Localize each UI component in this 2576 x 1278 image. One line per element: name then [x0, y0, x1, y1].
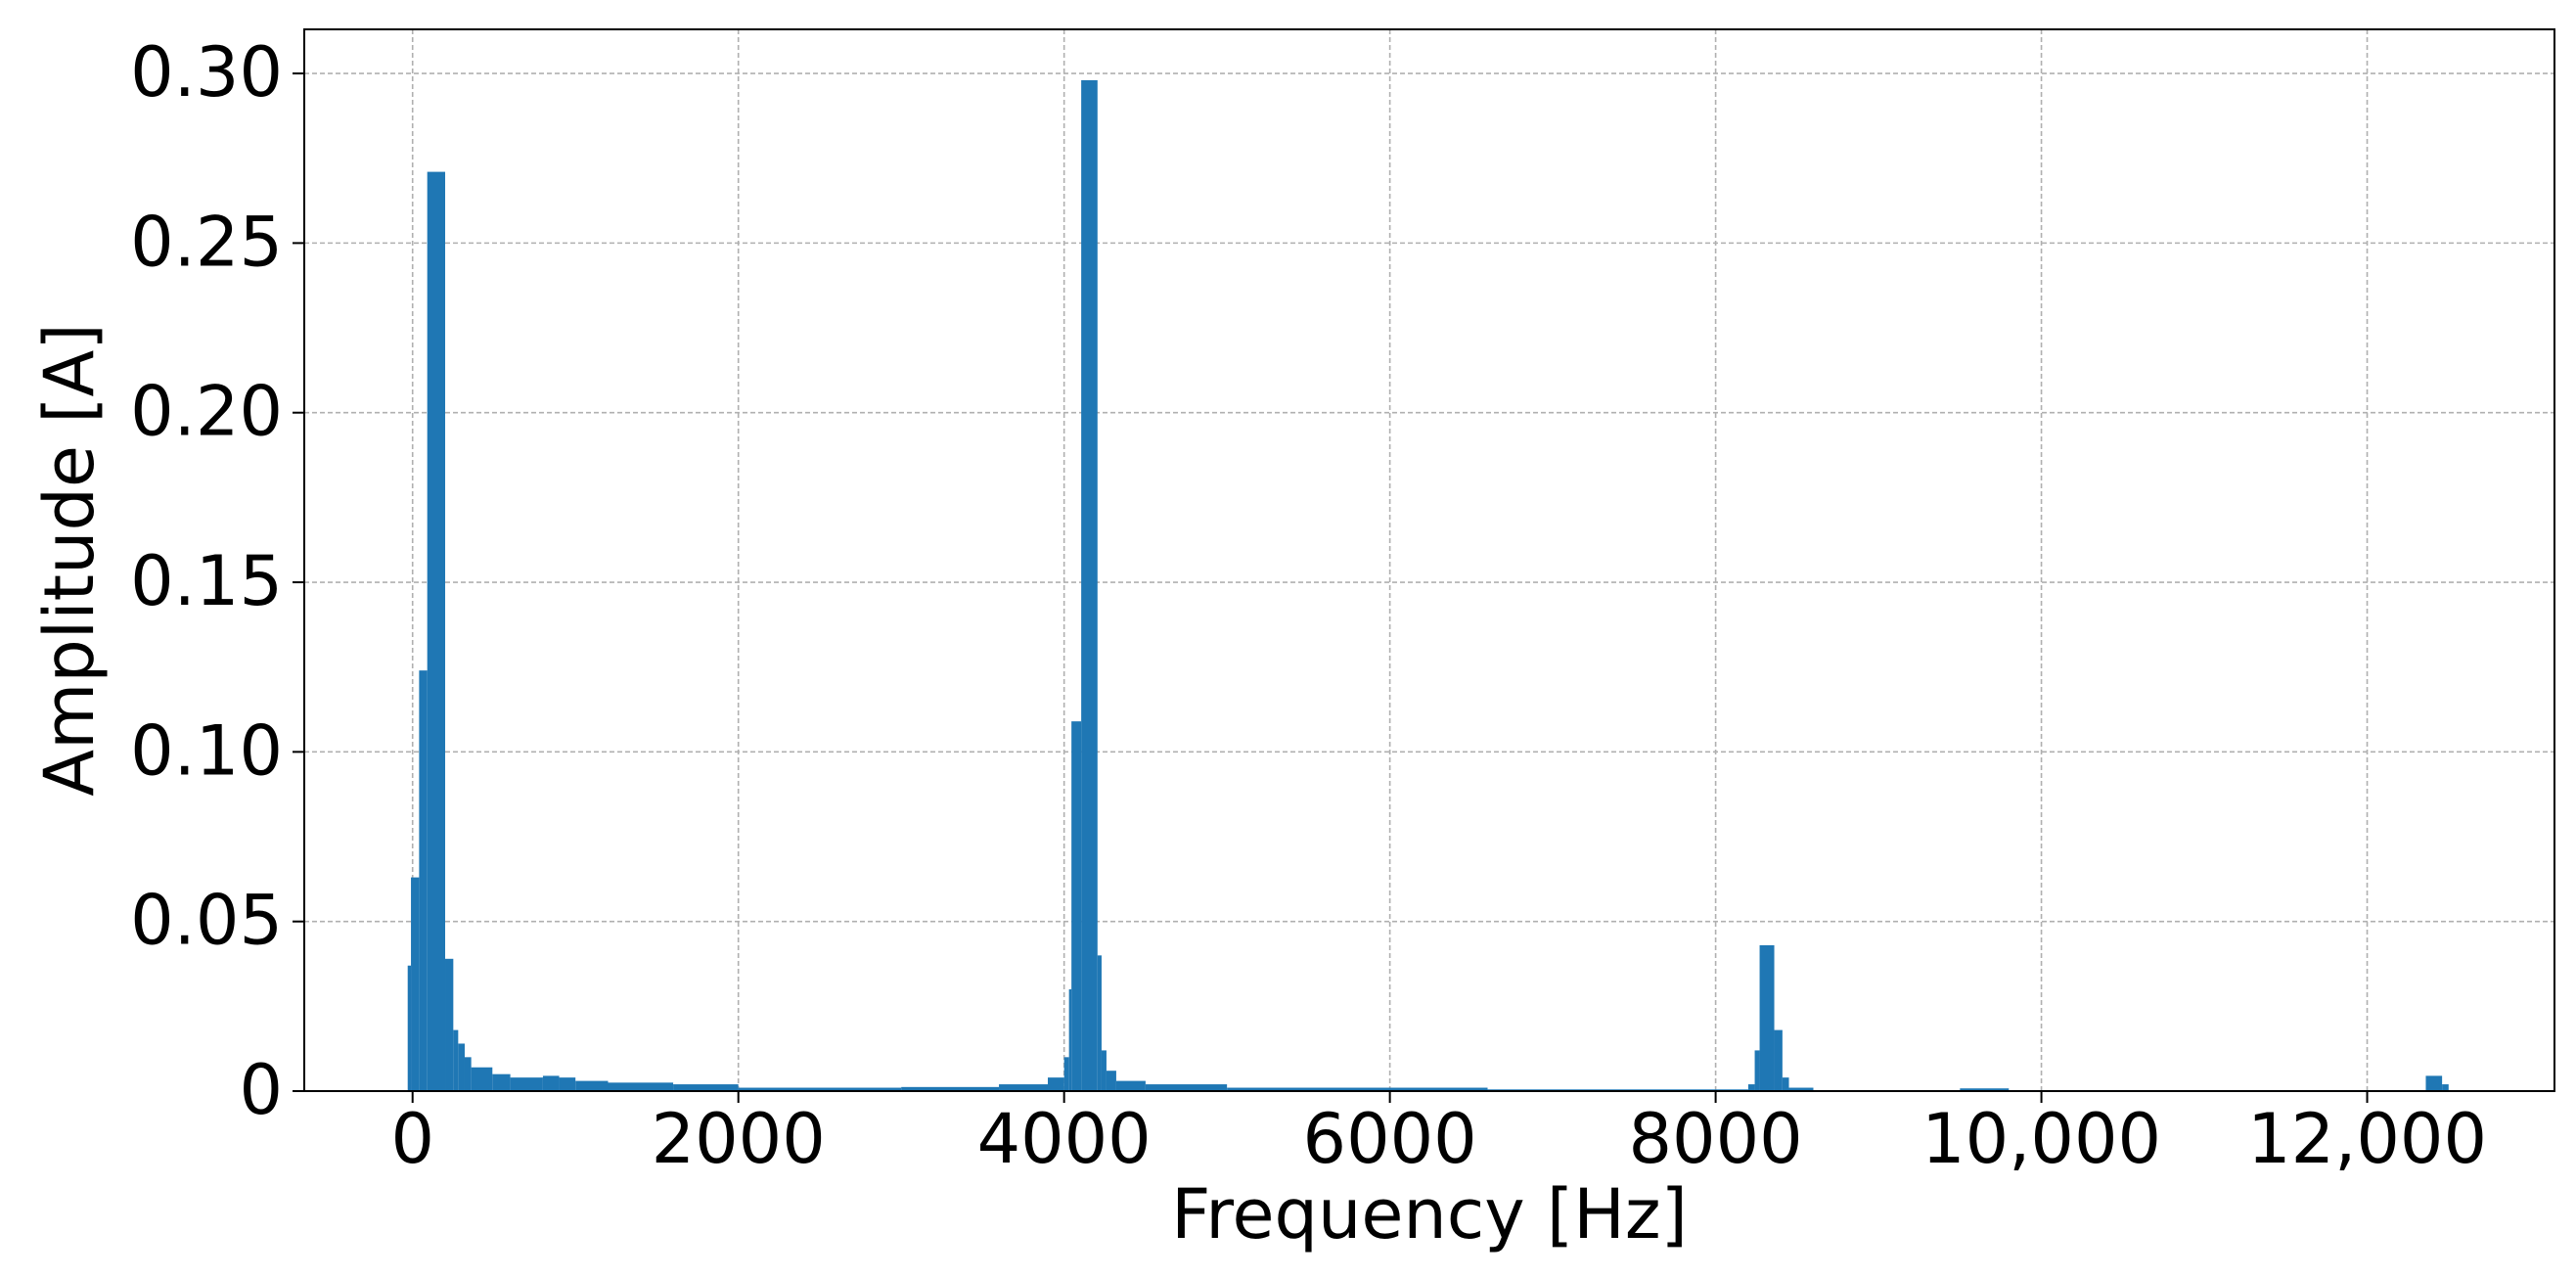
- bar: [1227, 1087, 1488, 1091]
- x-tick-label: 6000: [1303, 1099, 1477, 1179]
- bar: [673, 1084, 739, 1091]
- bar: [510, 1077, 543, 1091]
- bar: [492, 1073, 511, 1091]
- bar: [575, 1080, 609, 1091]
- y-tick-label: 0.10: [130, 710, 283, 791]
- x-tick-label: 12,000: [2247, 1099, 2487, 1179]
- bar: [738, 1087, 902, 1091]
- x-tick-label: 4000: [977, 1099, 1152, 1179]
- bar: [1782, 1077, 1789, 1091]
- bar: [471, 1067, 493, 1091]
- bar: [1115, 1080, 1146, 1091]
- bar: [999, 1084, 1049, 1091]
- y-tick-label: 0.15: [130, 541, 283, 621]
- bar: [2442, 1084, 2449, 1091]
- bar: [458, 1043, 465, 1091]
- bar: [1071, 721, 1082, 1091]
- bar: [464, 1057, 472, 1091]
- bar: [1759, 944, 1775, 1091]
- bar: [1788, 1087, 1814, 1091]
- x-axis-label: Frequency [Hz]: [1171, 1174, 1688, 1255]
- y-tick-label: 0.20: [130, 372, 283, 452]
- bar: [608, 1082, 674, 1091]
- bar: [901, 1086, 1000, 1091]
- bar: [1101, 1050, 1107, 1091]
- y-tick-label: 0.25: [130, 202, 283, 282]
- bar: [407, 965, 412, 1091]
- bar: [427, 171, 446, 1091]
- y-tick-label: 0: [239, 1050, 283, 1130]
- bar: [1097, 955, 1102, 1091]
- bar: [419, 670, 428, 1091]
- bar: [1048, 1077, 1064, 1091]
- bar: [1747, 1084, 1755, 1091]
- bar: [453, 1029, 459, 1091]
- x-tick-label: 8000: [1629, 1099, 1803, 1179]
- y-tick-label: 0.05: [130, 881, 283, 961]
- x-tick-label: 2000: [652, 1099, 826, 1179]
- bar: [559, 1077, 576, 1091]
- x-tick-label: 0: [390, 1099, 434, 1179]
- bar: [1106, 1071, 1116, 1091]
- plot-frame: [303, 28, 2555, 1092]
- y-axis-label: Amplitude [A]: [29, 323, 110, 796]
- bar: [1960, 1088, 2010, 1091]
- x-tick-label: 10,000: [1921, 1099, 2161, 1179]
- bar: [1068, 989, 1072, 1091]
- bar: [1754, 1050, 1760, 1091]
- y-tick-label: 0.30: [130, 32, 283, 113]
- bar: [445, 958, 454, 1091]
- bar: [542, 1075, 560, 1091]
- bar: [1063, 1057, 1069, 1091]
- bar: [1081, 79, 1098, 1091]
- bar: [2425, 1075, 2443, 1091]
- bar: [1774, 1029, 1783, 1091]
- bar: [411, 877, 420, 1091]
- bar: [1145, 1084, 1228, 1091]
